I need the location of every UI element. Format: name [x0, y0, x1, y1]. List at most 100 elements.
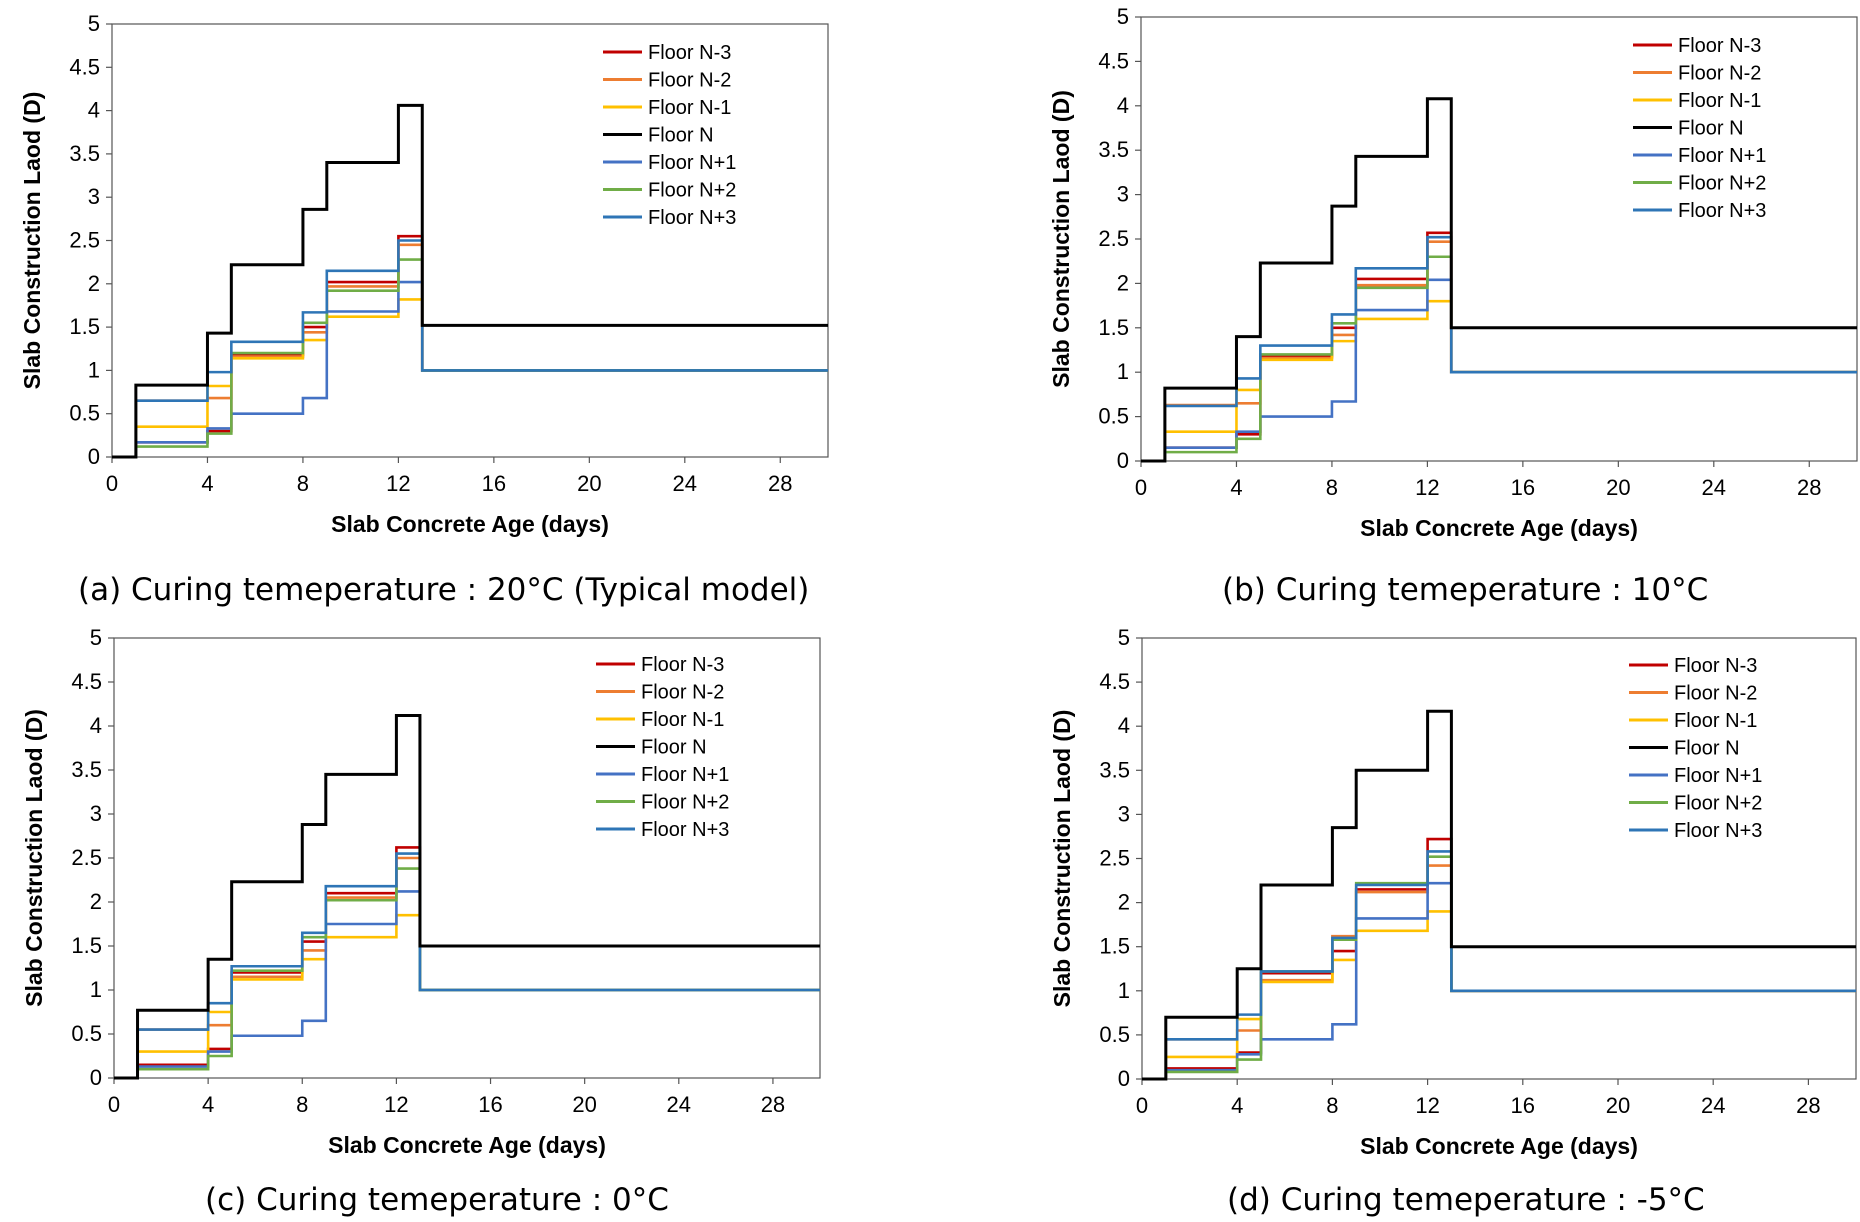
y-tick-label: 2	[90, 889, 102, 914]
legend-label: Floor N-1	[648, 97, 731, 119]
y-tick-label: 5	[88, 11, 100, 36]
y-axis-label: Slab Construction Laod (D)	[21, 709, 47, 1007]
y-tick-label: 4	[1118, 713, 1130, 738]
x-tick-label: 16	[478, 1092, 502, 1117]
legend-label: Floor N-3	[1674, 655, 1757, 677]
y-axis-label: Slab Construction Laod (D)	[19, 92, 45, 390]
x-tick-label: 12	[1415, 1093, 1439, 1118]
y-tick-label: 5	[90, 625, 102, 650]
x-tick-label: 20	[1606, 475, 1630, 500]
legend-label: Floor N-3	[641, 654, 724, 676]
legend-label: Floor N+3	[648, 207, 736, 229]
x-axis-label: Slab Concrete Age (days)	[1360, 515, 1638, 541]
legend-label: Floor N+3	[1674, 820, 1762, 842]
y-tick-label: 0	[88, 444, 100, 469]
chart-c: 0 0.5 1 1.5 2 2.5 3 3.5 4 4.5 5 0 4 8 12 16 20 24 28 Slab C…	[21, 625, 821, 1158]
y-tick-label: 2	[88, 271, 100, 296]
y-tick-label: 2.5	[1098, 226, 1129, 251]
x-axis-label: Slab Concrete Age (days)	[331, 511, 609, 537]
legend-label: Floor N+1	[648, 152, 736, 174]
series-line-floor-n	[1142, 709, 1856, 1081]
legend-label: Floor N	[641, 737, 707, 759]
x-tick-label: 28	[1796, 1093, 1820, 1118]
x-tick-label: 12	[1415, 475, 1439, 500]
x-tick-label: 8	[1326, 475, 1338, 500]
y-tick-label: 0	[1117, 448, 1129, 473]
series-line-floor-n-3	[114, 852, 820, 1080]
legend-label: Floor N-2	[1678, 63, 1761, 85]
y-tick-label: 0.5	[1098, 404, 1129, 429]
y-tick-label: 4	[88, 98, 100, 123]
x-tick-label: 0	[1136, 1093, 1148, 1118]
series-line-floor-n	[1141, 97, 1857, 463]
y-tick-label: 3	[88, 184, 100, 209]
x-tick-label: 0	[1135, 475, 1147, 500]
caption-b: (b) Curing temeperature : 10°C	[1222, 572, 1709, 608]
caption-d: (d) Curing temeperature : -5°C	[1227, 1182, 1705, 1218]
series-line-floor-n-3	[112, 239, 828, 459]
y-tick-label: 1	[1118, 978, 1130, 1003]
y-tick-label: 4	[90, 713, 102, 738]
legend-label: Floor N-1	[1678, 90, 1761, 112]
x-tick-label: 24	[673, 471, 697, 496]
x-tick-label: 12	[384, 1092, 408, 1117]
y-tick-label: 3.5	[71, 757, 102, 782]
panel-a: 0 0.5 1 1.5 2 2.5 3 3.5 4 4.5 5 0 4 8 12 16 20 24 28 Slab C…	[0, 0, 930, 560]
chart-b: 0 0.5 1 1.5 2 2.5 3 3.5 4 4.5 5 0 4 8 12 16 20 24 28 Slab C…	[1048, 4, 1858, 541]
x-tick-label: 20	[1606, 1093, 1630, 1118]
y-tick-label: 0.5	[1099, 1022, 1130, 1047]
x-tick-label: 4	[202, 1092, 214, 1117]
y-tick-label: 1	[88, 357, 100, 382]
x-tick-label: 4	[1230, 475, 1242, 500]
x-tick-label: 28	[761, 1092, 785, 1117]
legend-label: Floor N+3	[1678, 200, 1766, 222]
x-tick-label: 0	[108, 1092, 120, 1117]
chart-d: 0 0.5 1 1.5 2 2.5 3 3.5 4 4.5 5 0 4 8 12 16 20 24 28 Slab C…	[1049, 625, 1857, 1159]
x-axis-label: Slab Concrete Age (days)	[328, 1132, 606, 1158]
legend-label: Floor N	[1678, 118, 1744, 140]
panel-b: 0 0.5 1 1.5 2 2.5 3 3.5 4 4.5 5 0 4 8 12 16 20 24 28 Slab C…	[930, 0, 1860, 560]
y-axis-label: Slab Construction Laod (D)	[1048, 90, 1074, 388]
series-line-floor-n-1	[112, 280, 828, 459]
y-tick-label: 4.5	[1099, 669, 1130, 694]
caption-a: (a) Curing temeperature : 20°C (Typical …	[78, 572, 810, 608]
x-tick-label: 4	[1231, 1093, 1243, 1118]
legend-label: Floor N-2	[648, 70, 731, 92]
legend-label: Floor N	[1674, 738, 1740, 760]
legend-label: Floor N-1	[641, 709, 724, 731]
y-tick-label: 3	[90, 801, 102, 826]
caption-c: (c) Curing temeperature : 0°C	[205, 1182, 669, 1218]
y-tick-label: 1.5	[1098, 315, 1129, 340]
x-tick-label: 20	[572, 1092, 596, 1117]
y-tick-label: 4.5	[71, 669, 102, 694]
y-tick-label: 0	[1118, 1066, 1130, 1091]
y-tick-label: 2	[1118, 890, 1130, 915]
legend-label: Floor N-2	[1674, 683, 1757, 705]
x-tick-label: 8	[1326, 1093, 1338, 1118]
legend-label: Floor N-2	[641, 682, 724, 704]
chart-a: 0 0.5 1 1.5 2 2.5 3 3.5 4 4.5 5 0 4 8 12 16 20 24 28 Slab C…	[19, 11, 829, 537]
y-tick-label: 0	[90, 1065, 102, 1090]
y-tick-label: 4.5	[69, 54, 100, 79]
x-tick-label: 8	[297, 471, 309, 496]
y-tick-label: 5	[1118, 625, 1130, 650]
series-line-floor-n-3	[1141, 235, 1857, 463]
x-tick-label: 4	[201, 471, 213, 496]
x-tick-label: 16	[1511, 475, 1535, 500]
legend-label: Floor N-3	[648, 42, 731, 64]
x-tick-label: 20	[577, 471, 601, 496]
y-tick-label: 3	[1118, 801, 1130, 826]
y-tick-label: 1.5	[1099, 934, 1130, 959]
y-tick-label: 1	[90, 977, 102, 1002]
panel-c: 0 0.5 1 1.5 2 2.5 3 3.5 4 4.5 5 0 4 8 12 16 20 24 28 Slab C…	[0, 618, 930, 1178]
y-tick-label: 2.5	[71, 845, 102, 870]
y-tick-label: 5	[1117, 4, 1129, 29]
y-tick-label: 2.5	[1099, 846, 1130, 871]
y-tick-label: 0.5	[71, 1021, 102, 1046]
y-tick-label: 0.5	[69, 401, 100, 426]
y-axis-label: Slab Construction Laod (D)	[1049, 710, 1075, 1008]
series-line-floor-n-1	[1142, 881, 1856, 1081]
series-line-floor-n	[114, 713, 820, 1080]
series-line-floor-n-1	[114, 890, 820, 1080]
y-tick-label: 4	[1117, 93, 1129, 118]
